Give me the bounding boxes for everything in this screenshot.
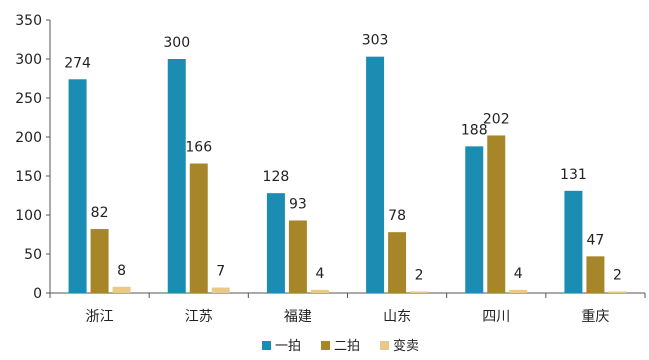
data-label: 7 — [216, 264, 225, 280]
bar — [586, 256, 605, 293]
bar — [608, 291, 627, 293]
y-tick-label: 200 — [15, 130, 42, 146]
y-tick-label: 50 — [24, 247, 42, 263]
data-label: 300 — [163, 35, 190, 51]
y-tick-label: 100 — [15, 208, 42, 224]
bar — [266, 193, 285, 293]
x-tick-label: 福建 — [284, 309, 312, 325]
bar — [487, 135, 506, 293]
data-label: 202 — [483, 111, 510, 127]
legend-label: 一拍 — [275, 339, 301, 354]
data-label: 93 — [289, 196, 307, 212]
bar — [465, 146, 484, 293]
data-label: 4 — [315, 266, 324, 282]
data-label: 82 — [91, 205, 109, 221]
data-label: 188 — [461, 122, 488, 138]
bar — [564, 190, 583, 293]
y-tick-label: 250 — [15, 91, 42, 107]
y-tick-label: 150 — [15, 169, 42, 185]
data-label: 4 — [514, 266, 523, 282]
x-tick-label: 重庆 — [581, 309, 609, 325]
data-label: 166 — [185, 140, 212, 156]
legend-swatch — [380, 341, 389, 350]
bar — [189, 163, 208, 293]
bar — [509, 289, 528, 293]
bar — [211, 287, 230, 293]
y-tick-label: 300 — [15, 52, 42, 68]
data-label: 128 — [263, 169, 290, 185]
legend-label: 变卖 — [393, 338, 419, 354]
bar — [68, 79, 87, 293]
legend-label: 二拍 — [334, 339, 360, 354]
y-tick-label: 0 — [33, 286, 42, 302]
data-label: 8 — [117, 263, 126, 279]
bar — [90, 229, 109, 293]
bar — [310, 289, 329, 293]
bar — [366, 56, 385, 293]
bar — [410, 291, 429, 293]
x-tick-label: 四川 — [482, 309, 510, 325]
bar — [167, 59, 186, 293]
x-tick-label: 浙江 — [86, 309, 114, 325]
y-tick-label: 350 — [15, 13, 42, 29]
legend-swatch — [262, 341, 271, 350]
data-label: 78 — [388, 208, 406, 224]
legend-swatch — [321, 341, 330, 350]
bar — [112, 286, 131, 293]
data-label: 274 — [64, 55, 91, 71]
data-label: 131 — [560, 167, 587, 183]
data-label: 2 — [613, 267, 622, 283]
x-tick-label: 江苏 — [185, 309, 213, 325]
data-label: 303 — [362, 33, 389, 49]
data-label: 47 — [587, 232, 605, 248]
bar — [288, 220, 307, 293]
bar — [388, 232, 407, 293]
x-tick-label: 山东 — [383, 309, 411, 325]
data-label: 2 — [415, 267, 424, 283]
